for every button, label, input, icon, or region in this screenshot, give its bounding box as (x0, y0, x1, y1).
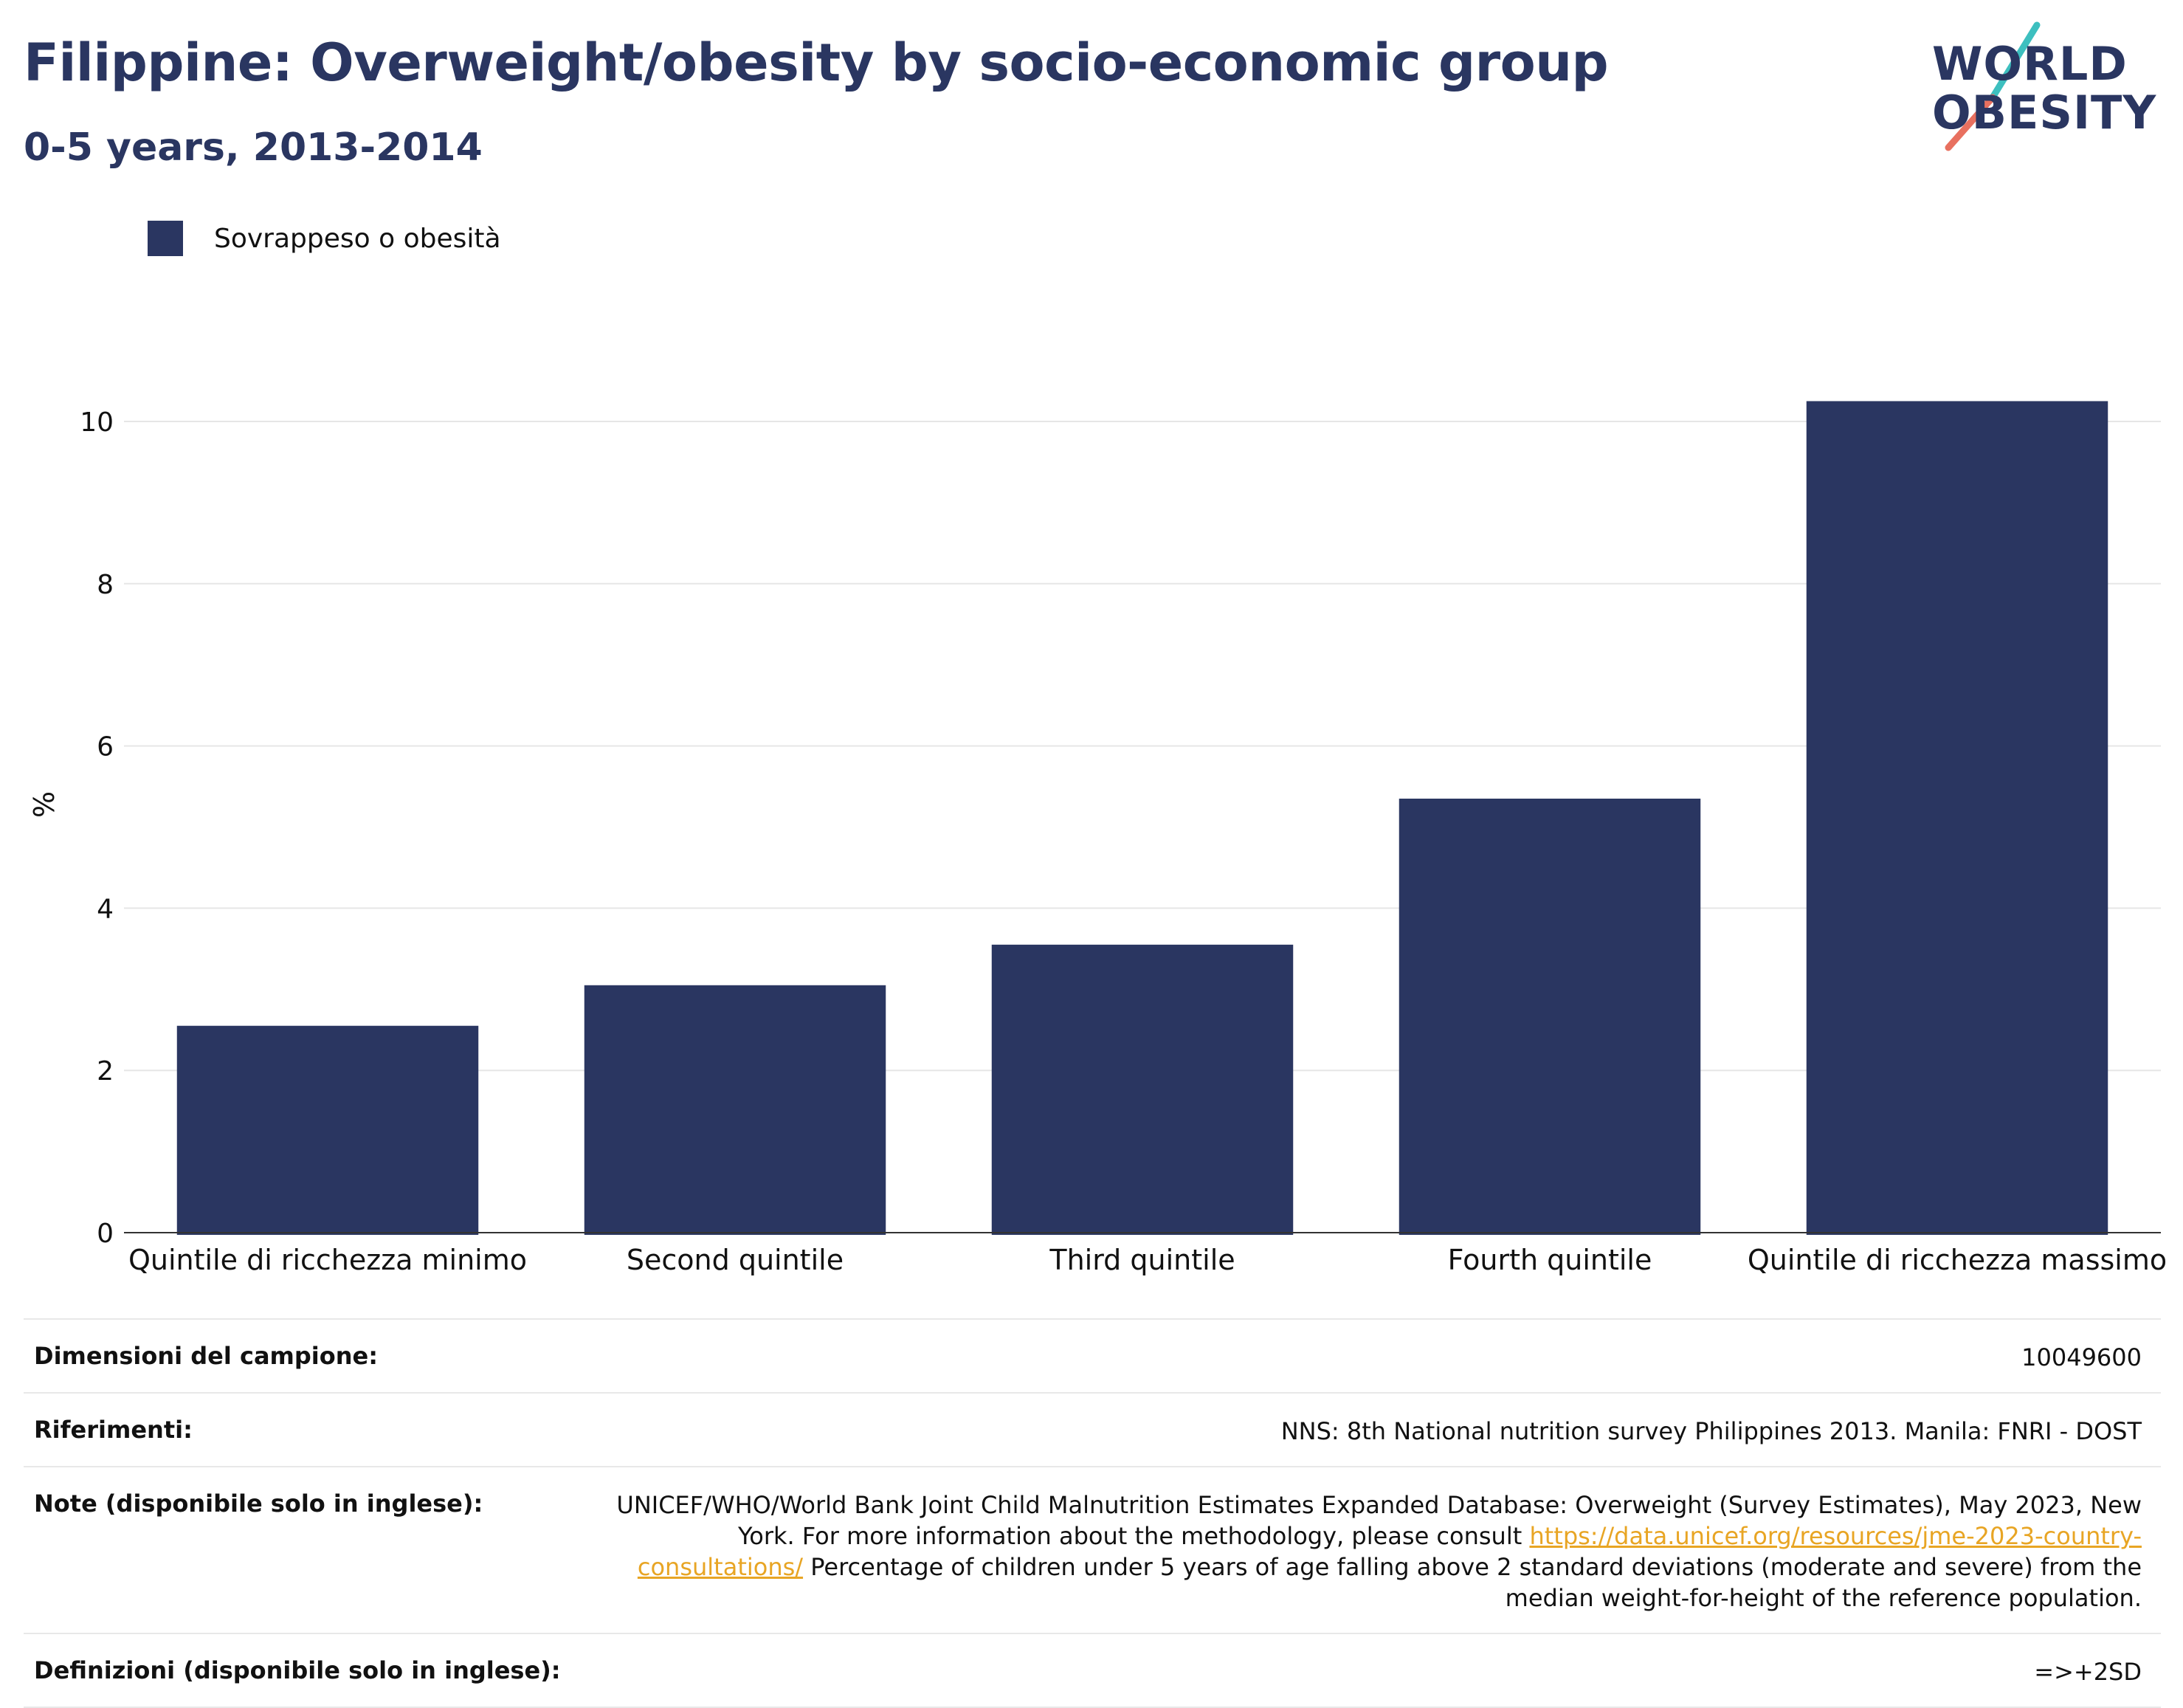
notes-text-1: UNICEF/WHO/World Bank Joint Child Malnut… (616, 1491, 2142, 1550)
info-row-notes: Note (disponibile solo in inglese): UNIC… (24, 1466, 2161, 1633)
bar (584, 985, 886, 1235)
bar (1806, 401, 2108, 1235)
x-tick-label: Quintile di ricchezza massimo (1748, 1244, 2167, 1276)
info-row-references: Riferimenti: NNS: 8th National nutrition… (24, 1392, 2161, 1466)
chart-subtitle: 0-5 years, 2013-2014 (24, 125, 483, 170)
bar-chart: 0 2 4 6 8 10 Quintile di ricchezza minimo Secon… (80, 401, 2167, 1276)
legend-label: Sovrappeso o obesità (214, 223, 501, 254)
notes-value: UNICEF/WHO/World Bank Joint Child Malnut… (24, 1467, 2161, 1633)
logo-slash-icon (1945, 21, 2041, 151)
world-obesity-logo: WORLD OBESITY (1919, 21, 2170, 154)
references-label: Riferimenti: (34, 1416, 193, 1444)
info-row-definitions: Definizioni (disponibile solo in inglese… (24, 1633, 2161, 1708)
y-tick-label: 2 (97, 1056, 114, 1087)
y-tick-label: 8 (97, 570, 114, 600)
legend-swatch (148, 221, 183, 256)
y-tick-label: 4 (97, 894, 114, 924)
y-tick-label: 6 (97, 732, 114, 762)
bar (991, 944, 1294, 1235)
notes-label: Note (disponibile solo in inglese): (34, 1490, 483, 1518)
x-tick-label: Quintile di ricchezza minimo (128, 1244, 527, 1276)
notes-text-2: Percentage of children under 5 years of … (810, 1553, 2142, 1612)
notes-link[interactable]: https://data.unicef.org/resources/jme-20… (637, 1522, 2142, 1581)
x-tick-label: Second quintile (627, 1244, 844, 1276)
chart-title: Filippine: Overweight/obesity by socio-e… (24, 32, 1609, 93)
info-table: Dimensioni del campione: 10049600 Riferi… (24, 1318, 2161, 1708)
legend: Sovrappeso o obesità (148, 220, 501, 257)
y-tick-label: 10 (80, 407, 114, 438)
x-tick-label: Third quintile (1049, 1244, 1235, 1276)
definitions-value: =>+2SD (2034, 1658, 2142, 1686)
y-tick-label: 0 (97, 1219, 114, 1249)
logo-word-obesity: OBESITY (1932, 86, 2157, 140)
info-row-sample-size: Dimensioni del campione: 10049600 (24, 1318, 2161, 1392)
sample-size-value: 10049600 (2021, 1343, 2142, 1371)
bar (1399, 799, 1701, 1235)
definitions-label: Definizioni (disponibile solo in inglese… (34, 1656, 561, 1684)
references-value: NNS: 8th National nutrition survey Phili… (1280, 1417, 2142, 1445)
sample-size-label: Dimensioni del campione: (34, 1342, 379, 1370)
x-tick-label: Fourth quintile (1448, 1244, 1652, 1276)
logo-word-world: WORLD (1932, 37, 2128, 91)
bar (176, 1025, 479, 1235)
